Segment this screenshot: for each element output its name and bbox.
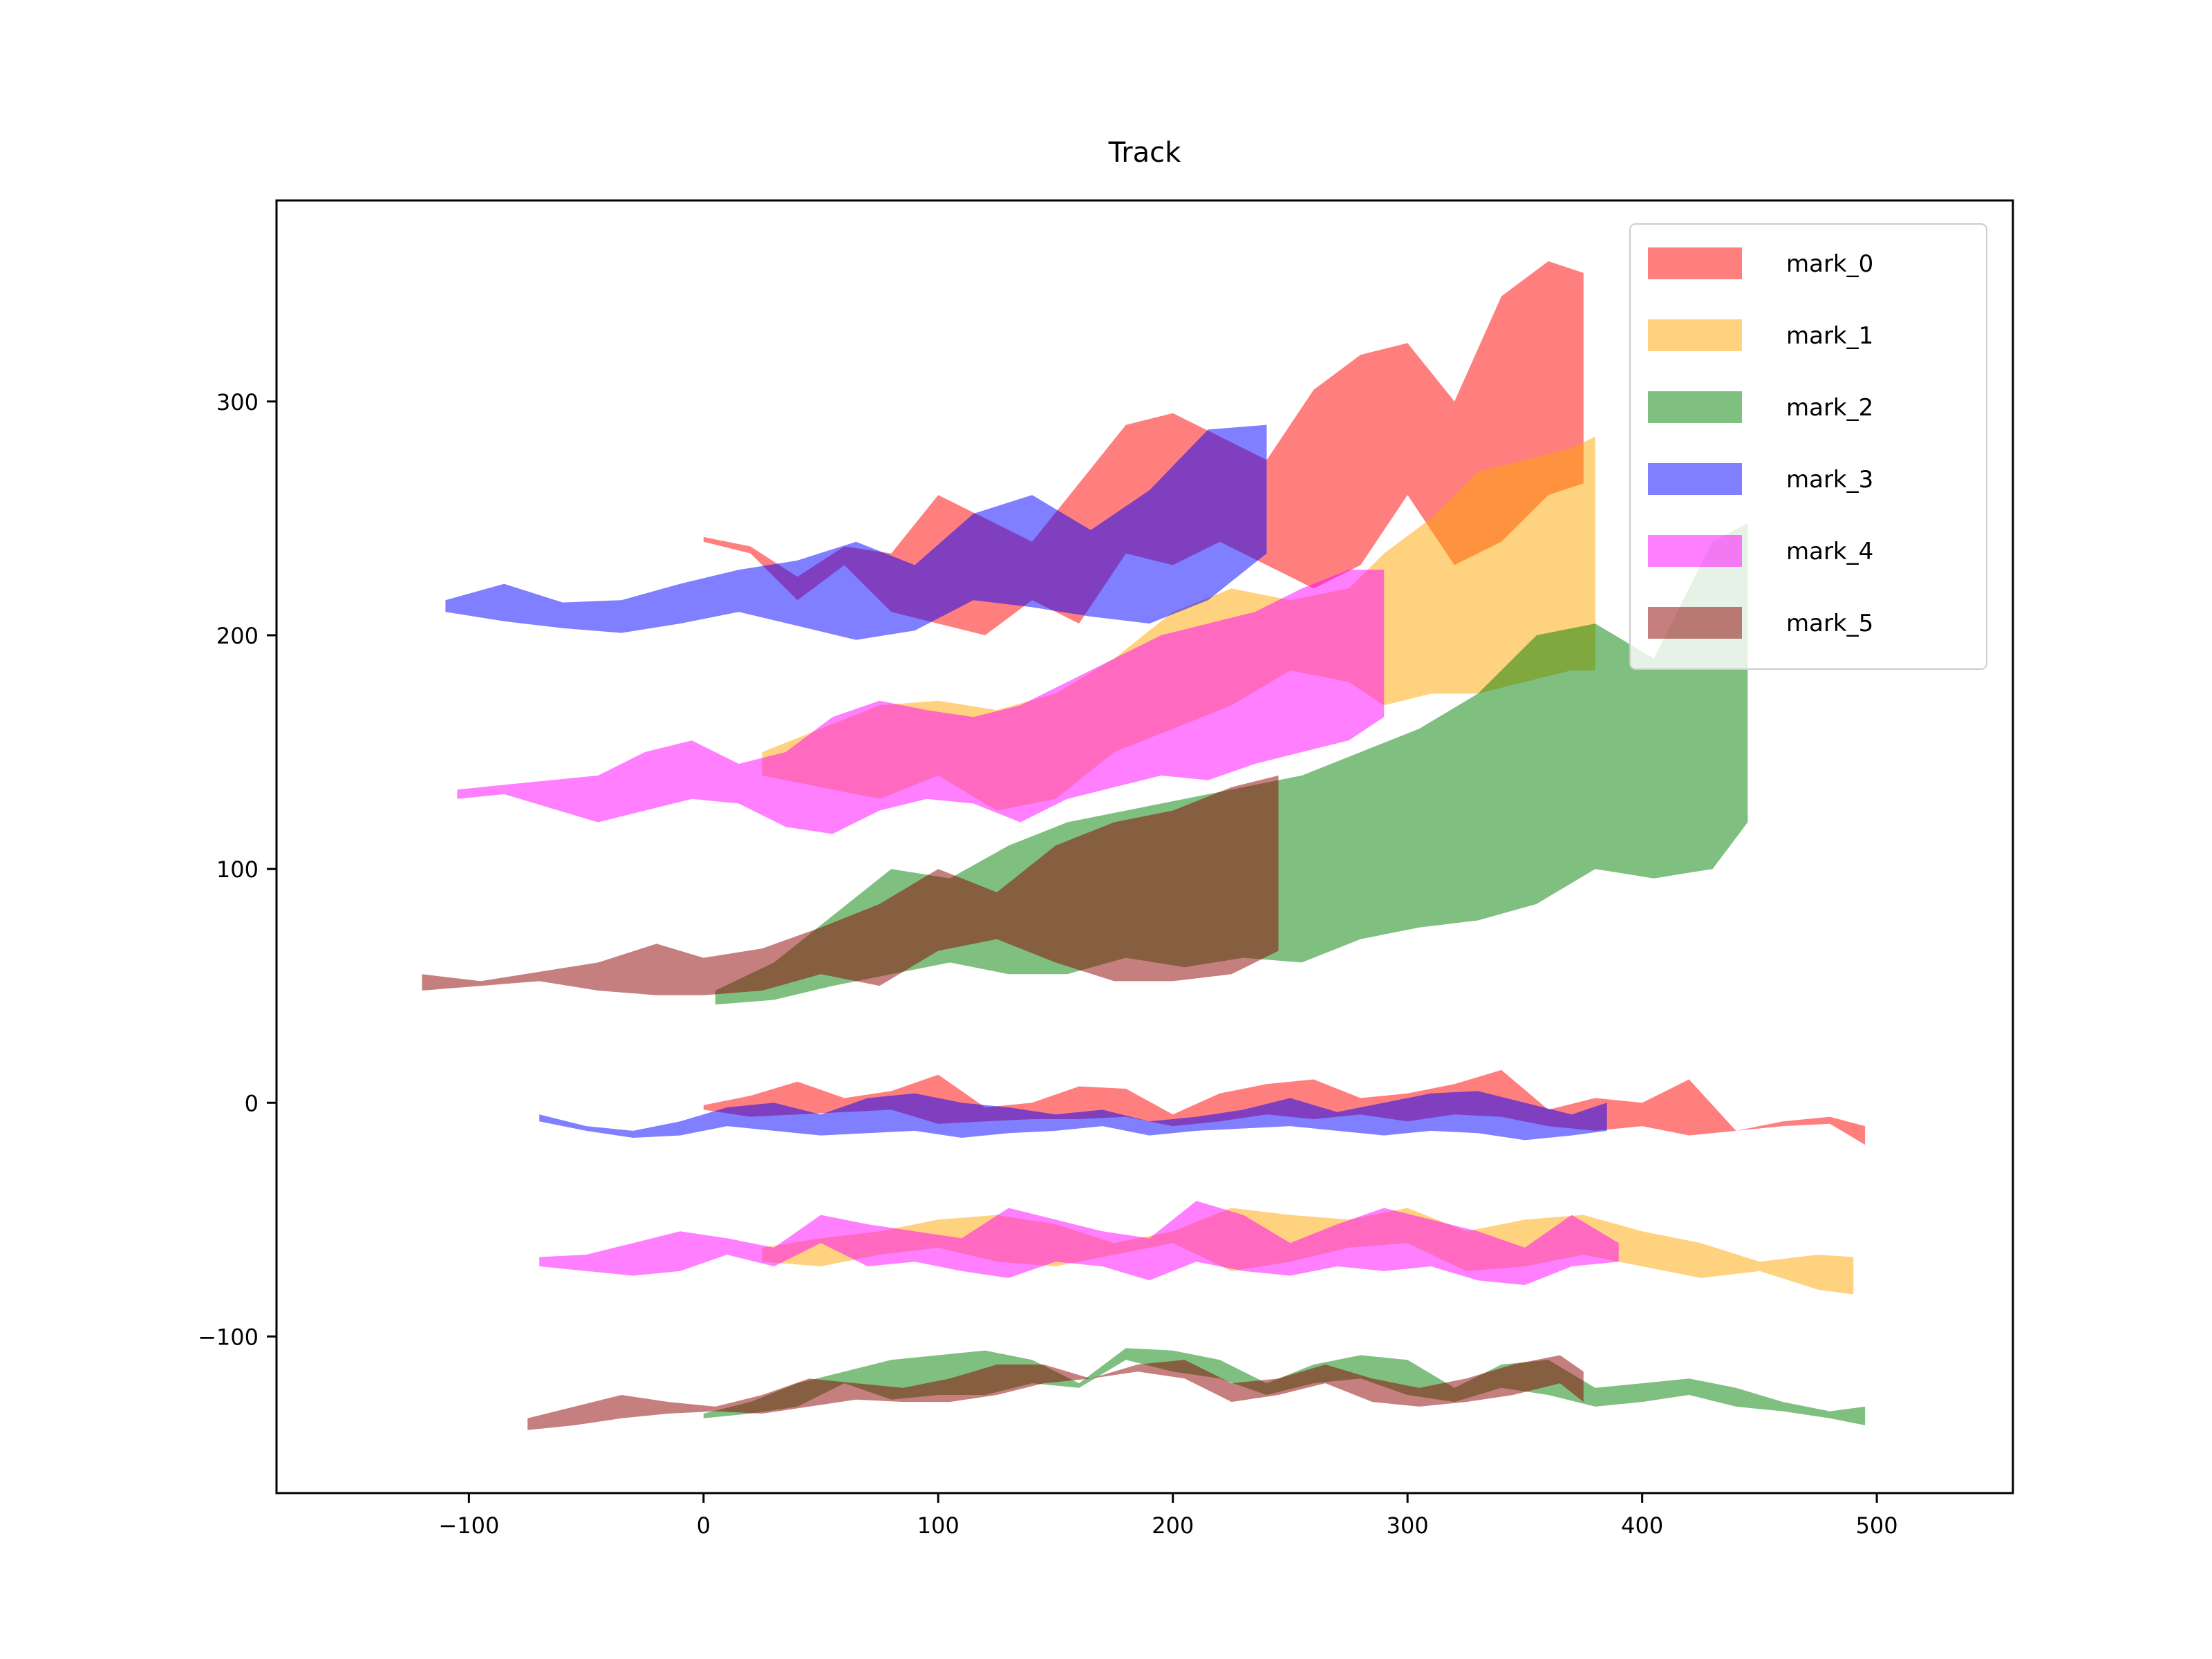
series-mark_5-band-0 [527,1355,1584,1430]
legend-label-mark_2: mark_2 [1786,394,1873,422]
x-tick-label: −100 [438,1512,499,1539]
legend-swatch-mark_1 [1648,319,1742,351]
plot-frame [275,199,2014,1494]
legend-swatch-mark_5 [1648,607,1742,639]
x-tick-label: 200 [1152,1512,1194,1539]
y-axis: −100 0 100 200 300 [198,389,276,1350]
series-mark_4-band-1 [457,570,1385,834]
legend-swatch-mark_2 [1648,391,1742,423]
x-tick-label: 0 [697,1512,711,1539]
y-tick-label: 100 [216,856,259,883]
legend-label-mark_0: mark_0 [1786,250,1873,278]
legend-label-mark_5: mark_5 [1786,610,1873,637]
legend-swatch-mark_0 [1648,247,1742,279]
y-tick-label: 200 [216,623,259,649]
legend-label-mark_1: mark_1 [1786,322,1873,350]
x-axis: −100 0 100 200 300 400 500 [438,1493,1898,1539]
x-tick-label: 300 [1387,1512,1429,1539]
legend-swatch-mark_3 [1648,463,1742,495]
y-tick-label: 0 [245,1090,259,1116]
series-layer [422,261,1866,1430]
y-tick-label: 300 [216,389,259,415]
series-mark_4-band-0 [539,1201,1619,1285]
y-tick-label: −100 [198,1324,259,1350]
series-mark_0-band-1 [703,261,1584,635]
legend: mark_0 mark_1 mark_2 mark_3 mark_4 mark_5 [1629,223,1987,670]
x-tick-label: 100 [917,1512,959,1539]
legend-label-mark_4: mark_4 [1786,538,1873,565]
legend-box [1629,223,1987,670]
series-mark_5-band-1 [422,775,1279,995]
x-tick-label: 400 [1621,1512,1663,1539]
legend-swatch-mark_4 [1648,535,1742,567]
legend-label-mark_3: mark_3 [1786,466,1873,494]
chart-title: Track [1108,137,1182,169]
series-mark_3-band-1 [445,424,1267,640]
series-mark_3-band-0 [539,1091,1607,1141]
x-tick-label: 500 [1856,1512,1898,1539]
